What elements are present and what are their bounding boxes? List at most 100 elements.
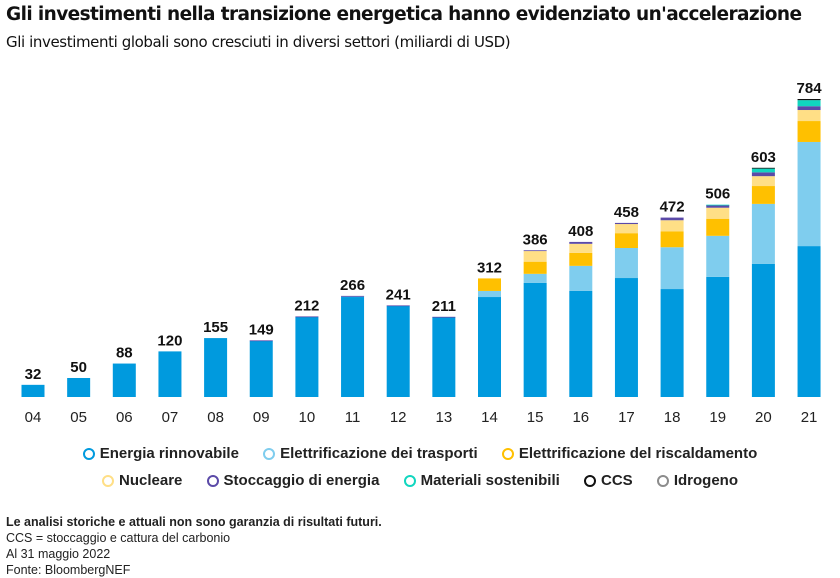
data-label-21: 784 bbox=[797, 80, 823, 97]
date-note: Al 31 maggio 2022 bbox=[6, 547, 111, 561]
bar-segment-stoccaggio-di-energia-09 bbox=[249, 340, 273, 342]
legend-circle-icon bbox=[583, 474, 596, 487]
data-label-06: 88 bbox=[116, 345, 133, 362]
data-label-17: 458 bbox=[614, 204, 639, 221]
bar-group-20 bbox=[751, 167, 775, 397]
bar-segment-stoccaggio-di-energia-17 bbox=[614, 222, 638, 225]
legend-row-2: Nucleare Stoccaggio di energia Materiali… bbox=[0, 472, 840, 491]
bar-segment-materiali-sostenibili-19 bbox=[706, 204, 730, 206]
legend-item-ccs: CCS bbox=[583, 472, 633, 489]
data-label-18: 472 bbox=[660, 199, 685, 216]
legend-circle-icon bbox=[501, 447, 514, 460]
bar-segment-stoccaggio-di-energia-11 bbox=[341, 295, 365, 297]
bar-segment-nucleare-17 bbox=[614, 224, 638, 234]
bar-segment-stoccaggio-di-energia-15 bbox=[523, 250, 547, 252]
bar-segment-elettrificazione-dei-trasporti-18 bbox=[660, 247, 684, 290]
x-tick-label-14: 14 bbox=[481, 409, 498, 426]
x-tick-label-18: 18 bbox=[664, 409, 681, 426]
bar-segment-energia-rinnovabile-07 bbox=[158, 351, 182, 397]
legend-label: Materiali sostenibili bbox=[420, 472, 560, 489]
bar-segment-elettrificazione-del-riscaldamento-21 bbox=[797, 121, 821, 142]
x-tick-label-12: 12 bbox=[390, 409, 407, 426]
bar-segment-energia-rinnovabile-19 bbox=[706, 276, 730, 397]
legend-circle-icon bbox=[82, 447, 95, 460]
legend-item-elettrificazione-trasporti: Elettrificazione dei trasporti bbox=[263, 445, 478, 462]
x-tick-label-21: 21 bbox=[801, 409, 818, 426]
x-tick-label-04: 04 bbox=[25, 409, 42, 426]
x-tick-label-16: 16 bbox=[572, 409, 589, 426]
source-note: Fonte: BloombergNEF bbox=[6, 563, 131, 577]
bar-segment-energia-rinnovabile-14 bbox=[478, 297, 501, 397]
legend-item-idrogeno: Idrogeno bbox=[656, 472, 738, 489]
legend-item-elettrificazione-riscaldamento: Elettrificazione del riscaldamento bbox=[501, 445, 758, 462]
bar-group-19 bbox=[706, 204, 730, 397]
data-label-04: 32 bbox=[25, 366, 42, 383]
bar-group-21 bbox=[797, 99, 821, 397]
legend-item-nucleare: Nucleare bbox=[102, 472, 182, 489]
data-label-11: 266 bbox=[340, 277, 365, 294]
legend-circle-icon bbox=[102, 474, 114, 487]
bar-segment-ccs-21 bbox=[797, 99, 821, 101]
bar-segment-stoccaggio-di-energia-13 bbox=[432, 316, 456, 318]
bar-segment-stoccaggio-di-energia-10 bbox=[295, 316, 319, 318]
bar-group-17 bbox=[614, 222, 638, 397]
bar-segment-elettrificazione-del-riscaldamento-15 bbox=[523, 261, 547, 274]
legend-circle-icon bbox=[403, 474, 416, 487]
data-label-16: 408 bbox=[568, 223, 593, 240]
bar-group-18 bbox=[660, 217, 684, 397]
legend-label: CCS bbox=[600, 472, 633, 489]
bar-segment-nucleare-18 bbox=[660, 220, 684, 232]
bar-group-14 bbox=[478, 278, 501, 397]
legend-item-stoccaggio: Stoccaggio di energia bbox=[206, 472, 379, 489]
bar-segment-elettrificazione-dei-trasporti-16 bbox=[569, 265, 593, 291]
x-tick-label-13: 13 bbox=[436, 409, 453, 426]
legend-label: Elettrificazione del riscaldamento bbox=[518, 445, 758, 462]
bar-segment-energia-rinnovabile-08 bbox=[204, 338, 228, 397]
legend-label: Nucleare bbox=[119, 472, 183, 489]
x-tick-label-10: 10 bbox=[299, 409, 316, 426]
data-label-09: 149 bbox=[249, 321, 274, 338]
bar-segment-energia-rinnovabile-05 bbox=[67, 377, 91, 397]
bar-segment-elettrificazione-del-riscaldamento-17 bbox=[614, 233, 638, 248]
bar-segment-stoccaggio-di-energia-21 bbox=[797, 106, 821, 111]
legend-label: Idrogeno bbox=[673, 472, 738, 489]
bar-group-04 bbox=[21, 384, 45, 397]
bar-group-08 bbox=[204, 338, 228, 397]
bar-segment-energia-rinnovabile-09 bbox=[249, 340, 273, 397]
bar-segment-stoccaggio-di-energia-16 bbox=[569, 241, 593, 244]
footnotes: Le analisi storiche e attuali non sono g… bbox=[6, 514, 382, 578]
bar-segment-nucleare-19 bbox=[706, 207, 730, 219]
data-label-15: 386 bbox=[523, 231, 548, 248]
bar-segment-nucleare-15 bbox=[523, 251, 547, 262]
bar-segment-stoccaggio-di-energia-12 bbox=[386, 305, 410, 307]
legend-item-energia-rinnovabile: Energia rinnovabile bbox=[82, 445, 239, 462]
bar-segment-energia-rinnovabile-12 bbox=[386, 305, 410, 397]
bar-segment-stoccaggio-di-energia-20 bbox=[751, 172, 775, 177]
bar-segment-elettrificazione-dei-trasporti-21 bbox=[797, 141, 821, 247]
x-tick-label-15: 15 bbox=[527, 409, 544, 426]
legend-row-1: Energia rinnovabile Elettrificazione dei… bbox=[0, 445, 840, 464]
data-label-10: 212 bbox=[294, 297, 319, 314]
bar-segment-stoccaggio-di-energia-19 bbox=[706, 205, 730, 208]
bar-segment-elettrificazione-del-riscaldamento-20 bbox=[751, 186, 775, 204]
bar-group-16 bbox=[569, 241, 593, 397]
bar-group-09 bbox=[249, 340, 273, 397]
bar-segment-energia-rinnovabile-18 bbox=[660, 289, 684, 397]
bar-segment-energia-rinnovabile-04 bbox=[21, 384, 45, 397]
bar-segment-energia-rinnovabile-21 bbox=[797, 246, 821, 397]
legend-circle-icon bbox=[656, 474, 669, 487]
bar-segment-energia-rinnovabile-13 bbox=[432, 317, 456, 397]
bar-segment-elettrificazione-dei-trasporti-19 bbox=[706, 235, 730, 277]
legend-label: Elettrificazione dei trasporti bbox=[280, 445, 478, 462]
legend-label: Energia rinnovabile bbox=[99, 445, 239, 462]
bar-segment-energia-rinnovabile-11 bbox=[341, 296, 365, 397]
data-label-19: 506 bbox=[705, 186, 730, 203]
chart-title: Gli investimenti nella transizione energ… bbox=[6, 4, 802, 25]
bar-group-15 bbox=[523, 250, 547, 397]
bar-segment-elettrificazione-del-riscaldamento-18 bbox=[660, 231, 684, 248]
ccs-definition-note: CCS = stoccaggio e cattura del carbonio bbox=[6, 531, 231, 545]
bar-group-06 bbox=[112, 363, 136, 397]
bar-segment-elettrificazione-dei-trasporti-14 bbox=[478, 290, 501, 298]
legend-circle-icon bbox=[206, 474, 219, 487]
data-label-20: 603 bbox=[751, 149, 776, 166]
